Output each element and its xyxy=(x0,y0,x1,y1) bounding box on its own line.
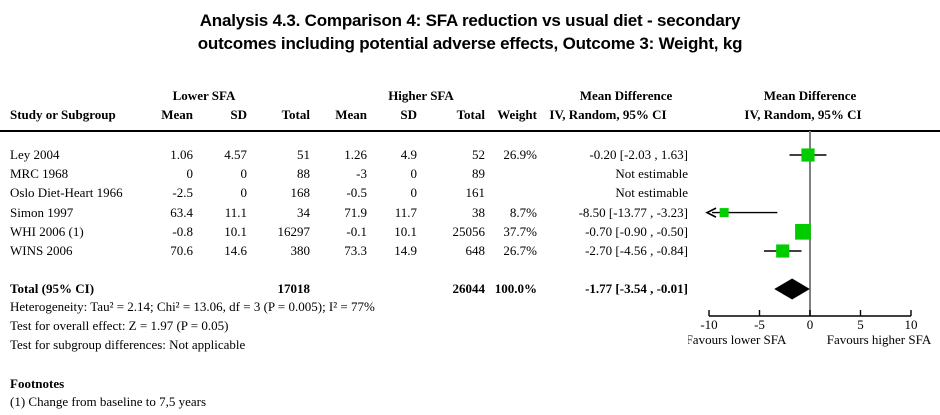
group-header-mean-difference-plot: Mean Difference xyxy=(763,88,857,103)
cell-sd1: 4.57 xyxy=(224,147,247,162)
cell-sd2: 0 xyxy=(410,185,418,201)
effect-square xyxy=(719,208,729,218)
cell-md: -2.70 [-4.56 , -0.84] xyxy=(585,243,688,258)
cell-mean1: 0 xyxy=(186,166,194,182)
title-line-2: outcomes including potential adverse eff… xyxy=(197,34,743,53)
cell-total1: 168 xyxy=(290,185,311,201)
cell-mean2: -0.5 xyxy=(346,185,367,201)
cell-weight: 37.7% xyxy=(503,223,537,239)
column-header-total-higher: Total xyxy=(456,107,485,122)
cell-total1: 380 xyxy=(290,243,311,258)
cell-mean2: 71.9 xyxy=(344,204,367,220)
column-header-mean-higher: Mean xyxy=(335,107,367,122)
header-separator-line xyxy=(0,130,940,132)
effect-square xyxy=(776,244,790,258)
total-row-weight: 100.0% xyxy=(494,281,537,296)
cell-mean2: -3 xyxy=(356,166,367,182)
cell-total1: 16297 xyxy=(277,223,311,239)
heterogeneity-stats: Heterogeneity: Tau² = 2.14; Chi² = 13.06… xyxy=(10,299,375,314)
cell-total1: 88 xyxy=(297,166,310,182)
column-header-weight: Weight xyxy=(497,107,537,122)
group-header-higher-sfa: Higher SFA xyxy=(388,88,454,103)
cell-total2: 161 xyxy=(465,185,486,201)
cell-sd2: 11.7 xyxy=(394,204,417,220)
column-header-ci-plot: IV, Random, 95% CI xyxy=(744,107,862,122)
cell-sd2: 4.9 xyxy=(400,147,417,162)
cell-mean1: -0.8 xyxy=(172,223,193,239)
cell-md: Not estimable xyxy=(615,166,688,182)
cell-total2: 38 xyxy=(472,204,485,220)
column-header-mean-lower: Mean xyxy=(161,107,193,122)
cell-md: -0.20 [-2.03 , 1.63] xyxy=(589,147,688,162)
effect-square xyxy=(801,148,815,162)
column-header-sd-lower: SD xyxy=(230,107,247,122)
cell-mean1: 63.4 xyxy=(170,204,193,220)
overall-effect-test: Test for overall effect: Z = 1.97 (P = 0… xyxy=(10,318,229,333)
total-row-total-higher: 26044 xyxy=(452,281,486,296)
cell-sd1: 0 xyxy=(240,185,248,201)
cell-mean1: -2.5 xyxy=(172,185,193,201)
ci-arrow-left-icon xyxy=(705,207,717,218)
cell-sd1: 14.6 xyxy=(224,243,247,258)
favours-left-label: Favours lower SFA xyxy=(688,332,787,347)
cell-mean1: 70.6 xyxy=(170,243,193,258)
column-header-sd-higher: SD xyxy=(400,107,417,122)
axis-tick-label: -10 xyxy=(700,317,717,332)
cell-total2: 648 xyxy=(465,243,486,258)
axis-tick-label: 5 xyxy=(857,317,864,332)
cell-total2: 52 xyxy=(472,147,485,162)
total-diamond xyxy=(774,278,810,300)
footnote-item: (1) Change from baseline to 7,5 years xyxy=(10,394,207,409)
title-line-1: Analysis 4.3. Comparison 4: SFA reductio… xyxy=(199,11,741,30)
cell-weight: 8.7% xyxy=(509,204,537,220)
cell-weight: 26.7% xyxy=(503,243,537,258)
cell-sd2: 10.1 xyxy=(394,223,417,239)
forest-plot-graphic: -10 -5 0 5 10 Favours lower SFA Favours higher… xyxy=(688,131,932,347)
column-header-total-lower: Total xyxy=(281,107,310,122)
subgroup-difference-test: Test for subgroup differences: Not appli… xyxy=(10,337,246,352)
cell-study: Ley 2004 xyxy=(10,147,60,162)
cell-sd1: 10.1 xyxy=(224,223,247,239)
axis-tick-label: -5 xyxy=(754,317,765,332)
cell-study: Simon 1997 xyxy=(10,204,74,220)
cell-mean2: -0.1 xyxy=(346,223,367,239)
cell-mean2: 73.3 xyxy=(344,243,367,258)
cell-md: -8.50 [-13.77 , -3.23] xyxy=(578,204,688,220)
column-header-study: Study or Subgroup xyxy=(10,107,116,122)
footnotes-heading: Footnotes xyxy=(10,376,65,391)
page-title: Analysis 4.3. Comparison 4: SFA reductio… xyxy=(0,9,940,55)
cell-sd1: 11.1 xyxy=(224,204,247,220)
axis-tick-label: 0 xyxy=(807,317,814,332)
total-row-total-lower: 17018 xyxy=(277,281,311,296)
group-header-lower-sfa: Lower SFA xyxy=(172,88,236,103)
group-header-mean-difference-text: Mean Difference xyxy=(579,88,673,103)
cell-sd2: 14.9 xyxy=(394,243,417,258)
cell-total2: 89 xyxy=(472,166,485,182)
cell-total1: 51 xyxy=(297,147,310,162)
cell-md: -0.70 [-0.90 , -0.50] xyxy=(585,223,688,239)
cell-weight: 26.9% xyxy=(503,147,537,162)
cell-mean1: 1.06 xyxy=(170,147,193,162)
cell-sd2: 0 xyxy=(410,166,418,182)
column-header-ci-text: IV, Random, 95% CI xyxy=(549,107,667,122)
effect-square xyxy=(795,223,811,240)
total-row-md-ci: -1.77 [-3.54 , -0.01] xyxy=(585,281,688,296)
cell-total1: 34 xyxy=(297,204,310,220)
cell-md: Not estimable xyxy=(615,185,688,201)
favours-right-label: Favours higher SFA xyxy=(827,332,932,347)
total-row-label: Total (95% CI) xyxy=(10,281,95,296)
cell-total2: 25056 xyxy=(452,223,486,239)
cell-mean2: 1.26 xyxy=(344,147,367,162)
cell-study: MRC 1968 xyxy=(10,166,69,182)
cell-study: WHI 2006 (1) xyxy=(10,223,84,239)
cell-study: WINS 2006 xyxy=(10,243,73,258)
axis-tick-label: 10 xyxy=(905,317,918,332)
cell-study: Oslo Diet-Heart 1966 xyxy=(10,185,123,201)
cell-sd1: 0 xyxy=(240,166,248,182)
